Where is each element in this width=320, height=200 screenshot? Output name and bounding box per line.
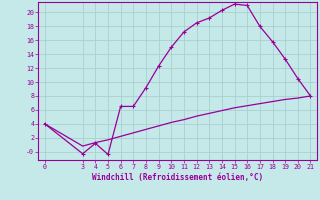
X-axis label: Windchill (Refroidissement éolien,°C): Windchill (Refroidissement éolien,°C) bbox=[92, 173, 263, 182]
